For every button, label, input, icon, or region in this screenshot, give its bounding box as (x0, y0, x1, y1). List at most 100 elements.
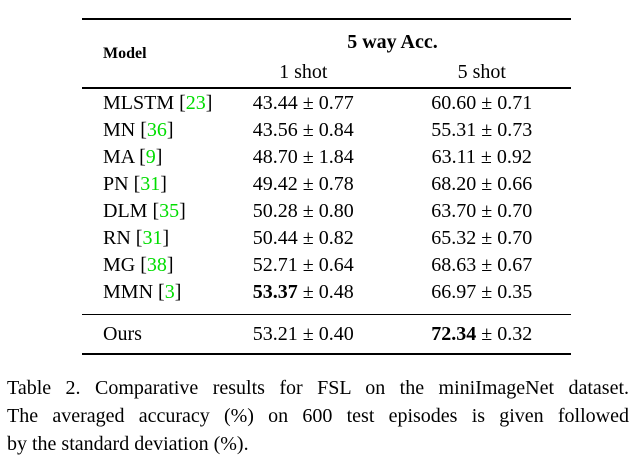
model-name: MA (103, 145, 135, 168)
table-row: MA [9] 48.70 ± 1.84 63.11 ± 0.92 (82, 144, 571, 171)
cite-bracket-open: [ (139, 145, 146, 168)
one-shot-std: 0.82 (318, 226, 354, 249)
five-shot-cell: 63.70 ± 0.70 (393, 198, 571, 225)
cite-bracket-close: ] (179, 199, 186, 222)
one-shot-std: 0.48 (318, 280, 354, 303)
cite-bracket-open: [ (158, 280, 165, 303)
model-name: Ours (103, 323, 142, 345)
model-name: PN (103, 172, 129, 195)
plus-minus-sign: ± (481, 91, 493, 114)
model-name: MMN (103, 280, 154, 303)
plus-minus-sign: ± (302, 91, 314, 114)
caption-line: The averaged accuracy (%) on 600 test ep… (7, 405, 629, 427)
cite-bracket-close: ] (205, 91, 213, 114)
model-cell: Ours (82, 315, 214, 353)
caption-line: Table 2. Comparative results for FSL on … (7, 377, 629, 399)
citation-link[interactable]: 38 (146, 253, 167, 276)
model-header-label: Model (103, 44, 147, 62)
table-row: MN [36] 43.56 ± 0.84 55.31 ± 0.73 (82, 117, 571, 144)
header-divider-rule (82, 87, 571, 89)
table-row: MG [38] 52.71 ± 0.64 68.63 ± 0.67 (82, 252, 571, 279)
one-shot-mean: 52.71 (252, 253, 298, 276)
citation-link[interactable]: 36 (146, 118, 167, 141)
col-header-5shot: 5 shot (457, 61, 506, 83)
plus-minus-sign: ± (302, 253, 314, 276)
model-name: RN (103, 226, 131, 249)
plus-minus-sign: ± (480, 145, 492, 168)
model-name: MLSTM (103, 91, 175, 114)
model-cell: MMN [3] (82, 279, 214, 306)
one-shot-std: 0.64 (318, 253, 354, 276)
five-shot-std: 0.70 (497, 226, 533, 249)
five-shot-std: 0.67 (497, 253, 533, 276)
one-shot-std: 0.40 (318, 323, 354, 345)
citation-link[interactable]: 9 (145, 145, 156, 168)
five-shot-mean: 66.97 (431, 280, 477, 303)
model-name: MN (103, 118, 136, 141)
model-cell: MA [9] (82, 144, 214, 171)
citation-link[interactable]: 35 (159, 199, 180, 222)
one-shot-mean: 50.44 (252, 226, 298, 249)
cite-bracket-close: ] (160, 172, 167, 195)
one-shot-std: 0.78 (318, 172, 354, 195)
one-shot-cell: 49.42 ± 0.78 (214, 171, 392, 198)
ours-divider-rule (82, 313, 571, 315)
table-row: MLSTM [23] 43.44 ± 0.77 60.60 ± 0.71 (82, 90, 571, 117)
model-cell: DLM [35] (82, 198, 214, 225)
one-shot-mean-best: 53.37 (252, 280, 298, 303)
five-shot-std: 0.66 (497, 172, 533, 195)
subheader-row: 1 shot 5 shot (214, 57, 571, 87)
five-shot-cell: 60.60 ± 0.71 (393, 90, 571, 117)
table-row: MMN [3] 53.37 ± 0.48 66.97 ± 0.35 (82, 279, 571, 306)
model-header-cell: Model (82, 20, 214, 87)
plus-minus-sign: ± (481, 199, 493, 222)
results-table: Model 5 way Acc. 1 shot 5 shot MLSTM [23… (82, 18, 571, 355)
table-row-ours: Ours 53.21 ± 0.40 72.34 ± 0.32 (82, 315, 571, 353)
one-shot-cell: 52.71 ± 0.64 (214, 252, 392, 279)
citation-link[interactable]: 31 (142, 226, 163, 249)
cite-bracket-close: ] (166, 118, 174, 141)
model-cell: MG [38] (82, 252, 214, 279)
cite-bracket-close: ] (174, 280, 182, 303)
one-shot-std: 0.84 (318, 118, 354, 141)
cite-bracket-open: [ (140, 253, 147, 276)
five-shot-mean-best: 72.34 (431, 323, 477, 345)
one-shot-cell: 50.44 ± 0.82 (214, 225, 392, 252)
one-shot-mean: 50.28 (252, 199, 298, 222)
citation-link[interactable]: 31 (140, 172, 161, 195)
plus-minus-sign: ± (481, 226, 493, 249)
five-shot-cell: 68.20 ± 0.66 (393, 171, 571, 198)
ours-section: Ours 53.21 ± 0.40 72.34 ± 0.32 (82, 315, 571, 353)
one-shot-cell: 53.21 ± 0.40 (214, 315, 392, 353)
five-shot-mean: 68.20 (431, 172, 477, 195)
five-shot-std: 0.92 (496, 145, 532, 168)
five-shot-std: 0.71 (497, 91, 533, 114)
table-header: Model 5 way Acc. 1 shot 5 shot (82, 20, 571, 87)
caption-line: by the standard deviation (%). (7, 433, 249, 455)
plus-minus-sign: ± (302, 145, 314, 168)
one-shot-std: 0.77 (318, 91, 354, 114)
plus-minus-sign: ± (481, 118, 493, 141)
table-row: RN [31] 50.44 ± 0.82 65.32 ± 0.70 (82, 225, 571, 252)
citation-link[interactable]: 3 (164, 280, 175, 303)
plus-minus-sign: ± (302, 280, 314, 303)
one-shot-cell: 48.70 ± 1.84 (214, 144, 392, 171)
one-shot-mean: 53.21 (252, 323, 298, 345)
one-shot-cell: 43.56 ± 0.84 (214, 117, 392, 144)
cite-bracket-open: [ (133, 172, 141, 195)
five-shot-cell: 65.32 ± 0.70 (393, 225, 571, 252)
five-shot-cell: 72.34 ± 0.32 (393, 315, 571, 353)
five-shot-cell: 55.31 ± 0.73 (393, 117, 571, 144)
cite-bracket-close: ] (166, 253, 174, 276)
plus-minus-sign: ± (302, 172, 314, 195)
col-header-1shot: 1 shot (279, 61, 328, 83)
five-shot-mean: 65.32 (431, 226, 477, 249)
five-shot-std: 0.35 (497, 280, 533, 303)
table-row: PN [31] 49.42 ± 0.78 68.20 ± 0.66 (82, 171, 571, 198)
cite-bracket-close: ] (162, 226, 170, 249)
table-body: MLSTM [23] 43.44 ± 0.77 60.60 ± 0.71 MN … (82, 89, 571, 314)
model-name: MG (103, 253, 136, 276)
citation-link[interactable]: 23 (185, 91, 206, 114)
five-shot-std: 0.70 (497, 199, 533, 222)
plus-minus-sign: ± (302, 226, 314, 249)
